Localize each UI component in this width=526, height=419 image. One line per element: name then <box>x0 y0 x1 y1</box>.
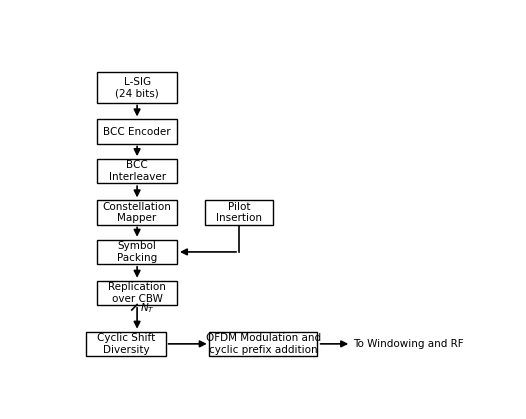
Bar <box>97 200 177 225</box>
Text: BCC
Interleaver: BCC Interleaver <box>108 160 166 182</box>
Text: To Windowing and RF: To Windowing and RF <box>353 339 464 349</box>
Bar <box>86 332 166 356</box>
Bar <box>97 159 177 184</box>
Bar <box>205 200 272 225</box>
Text: Constellation
Mapper: Constellation Mapper <box>103 202 171 223</box>
Text: L-SIG
(24 bits): L-SIG (24 bits) <box>115 77 159 98</box>
Bar <box>97 119 177 144</box>
Text: Replication
over CBW: Replication over CBW <box>108 282 166 304</box>
Text: Pilot
Insertion: Pilot Insertion <box>216 202 262 223</box>
Text: Symbol
Packing: Symbol Packing <box>117 241 157 263</box>
Bar <box>97 72 177 103</box>
Text: OFDM Modulation and
cyclic prefix addition: OFDM Modulation and cyclic prefix additi… <box>206 333 321 354</box>
Text: BCC Encoder: BCC Encoder <box>103 127 171 137</box>
Text: Cyclic Shift
Diversity: Cyclic Shift Diversity <box>97 333 155 354</box>
Bar <box>97 240 177 264</box>
Text: $N_T$: $N_T$ <box>140 302 155 315</box>
Bar <box>209 332 318 356</box>
Bar <box>97 281 177 305</box>
